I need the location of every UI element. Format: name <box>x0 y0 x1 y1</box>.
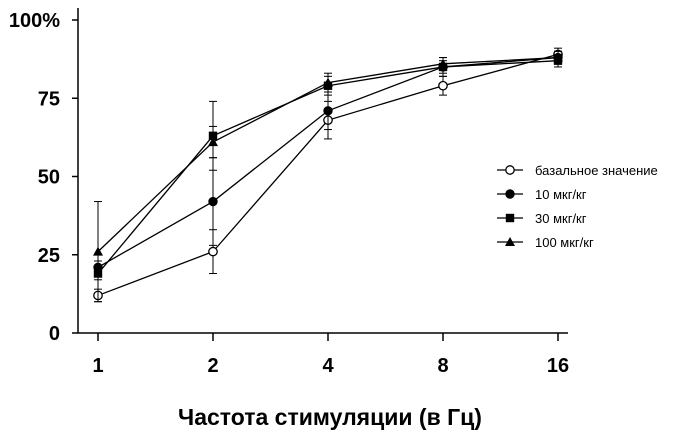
x-tick-label: 16 <box>547 355 569 377</box>
y-axis-ticks: 0 25 50 75 100% <box>9 10 78 345</box>
data-point <box>324 107 332 115</box>
legend: базальное значение 10 мкг/кг 30 мкг/кг 100 … <box>497 163 658 250</box>
axes <box>78 8 568 333</box>
legend-label: 100 мкг/кг <box>535 235 594 250</box>
series-layer <box>93 48 563 302</box>
y-tick-label: 0 <box>49 323 60 345</box>
y-tick-label: 100% <box>9 10 60 32</box>
legend-item: 30 мкг/кг <box>497 211 587 226</box>
series-4 <box>93 51 563 301</box>
legend-marker <box>506 214 514 222</box>
data-point <box>209 247 217 255</box>
y-tick-label: 50 <box>38 167 60 189</box>
x-tick-label: 8 <box>437 355 448 377</box>
x-tick-label: 2 <box>207 355 218 377</box>
y-tick-label: 25 <box>38 245 60 267</box>
x-axis-label: Частота стимуляции (в Гц) <box>178 404 482 430</box>
legend-item: 10 мкг/кг <box>497 187 587 202</box>
legend-label: базальное значение <box>535 163 658 178</box>
legend-item: базальное значение <box>497 163 658 178</box>
legend-marker <box>506 190 514 198</box>
data-point <box>439 82 447 90</box>
x-axis-ticks: 1 2 4 8 16 <box>92 333 569 377</box>
x-tick-label: 1 <box>92 355 103 377</box>
x-tick-label: 4 <box>322 355 334 377</box>
data-point <box>209 197 217 205</box>
y-tick-label: 75 <box>38 88 60 110</box>
legend-label: 30 мкг/кг <box>535 211 587 226</box>
legend-marker <box>506 166 514 174</box>
legend-item: 100 мкг/кг <box>497 235 594 250</box>
legend-label: 10 мкг/кг <box>535 187 587 202</box>
